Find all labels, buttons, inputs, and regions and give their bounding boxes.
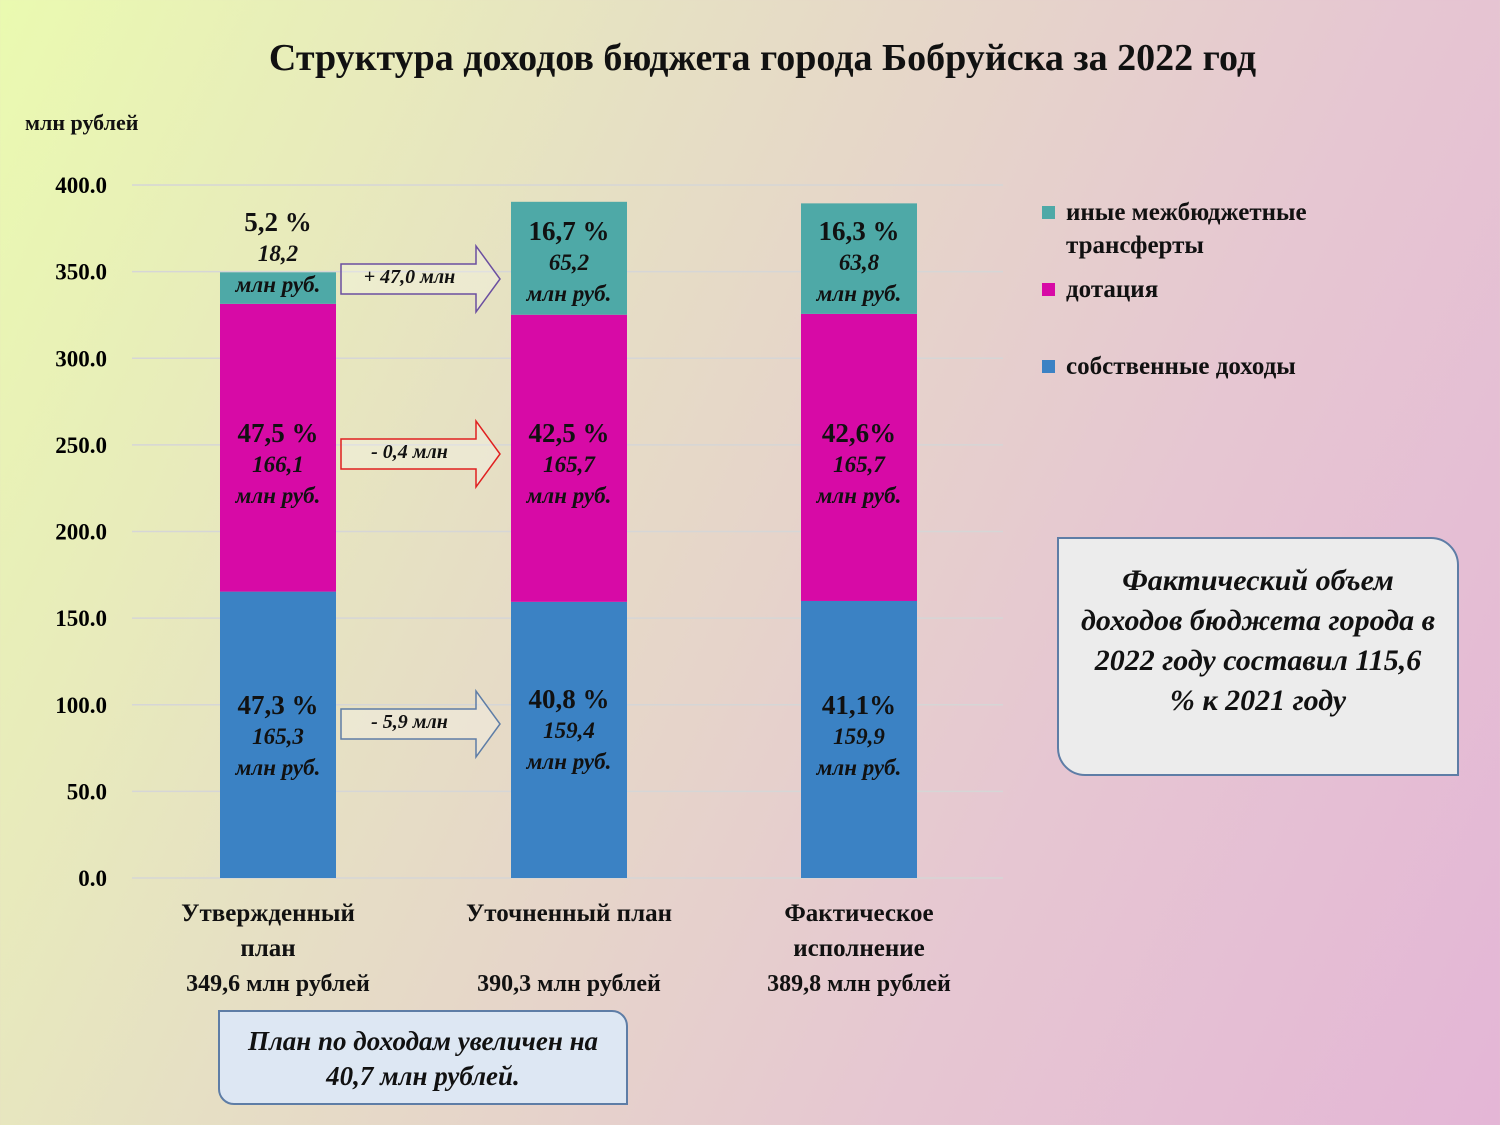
legend-label-transfers: иные межбюджетные трансферты [1066,199,1307,259]
data-label-own-income-2: 40,8 % 159,4 млн руб. [489,684,649,777]
x-category-total-2: 390,3 млн рублей [477,971,661,997]
data-label-percent: 16,7 % [528,216,610,246]
bar-own-income-1 [220,591,336,878]
y-tick-label: 100.0 [55,693,107,718]
legend-swatch-transfers [1042,206,1055,219]
data-label-percent: 42,6% [821,418,897,448]
data-label-value: 159,4 [543,718,595,743]
data-label-subsidy-2: 42,5 % 165,7 млн руб. [489,418,649,511]
bar-subsidy-3 [801,313,917,601]
data-label-unit: млн руб. [235,272,321,297]
data-label-subsidy-3: 42,6% 165,7 млн руб. [779,418,939,511]
data-label-unit: млн руб. [235,483,321,508]
data-label-value: 63,8 [838,250,880,275]
data-label-percent: 47,5 % [237,418,319,448]
change-arrow-label-2: - 0,4 млн [371,441,448,463]
data-label-unit: млн руб. [526,749,612,774]
data-label-unit: млн руб. [526,483,612,508]
data-label-transfers-3: 16,3 % 63,8 млн руб. [779,216,939,309]
data-label-transfers-1: 5,2 % 18,2 млн руб. [198,207,358,300]
data-label-own-income-1: 47,3 % 165,3 млн руб. [198,690,358,783]
bar-transfers-3 [801,203,917,314]
plan-note-box: План по доходам увеличен на 40,7 млн руб… [218,1010,628,1105]
data-label-percent: 47,3 % [237,690,319,720]
data-label-percent: 40,8 % [528,684,610,714]
y-tick-label: 150.0 [55,606,107,631]
bar-transfers-1 [220,272,336,304]
data-label-percent: 41,1% [821,690,897,720]
data-label-unit: млн руб. [816,483,902,508]
data-label-value: 165,3 [252,724,304,749]
data-label-subsidy-1: 47,5 % 166,1 млн руб. [198,418,358,511]
legend-swatch-own-income [1042,360,1055,373]
data-label-value: 165,7 [833,452,885,477]
data-label-value: 18,2 [257,241,299,266]
bar-own-income-3 [801,600,917,878]
x-category-label-3: Фактическое исполнение [784,900,934,962]
data-label-value: 166,1 [252,452,304,477]
data-label-transfers-2: 16,7 % 65,2 млн руб. [489,216,649,309]
legend-label-own-income: собственные доходы [1066,353,1296,380]
change-arrow-3 [340,688,501,760]
y-tick-label: 400.0 [55,173,107,198]
y-tick-label: 200.0 [55,520,107,545]
bar-subsidy-1 [220,303,336,592]
change-arrow-label-1: + 47,0 млн [363,266,456,288]
data-label-unit: млн руб. [816,281,902,306]
data-label-unit: млн руб. [816,755,902,780]
y-axis-label: млн рублей [25,110,139,135]
callout-box: Фактический объем доходов бюджета города… [1057,537,1459,776]
data-label-own-income-3: 41,1% 159,9 млн руб. [779,690,939,783]
data-label-value: 165,7 [543,452,595,477]
data-label-percent: 16,3 % [818,216,900,246]
bar-subsidy-2 [511,314,627,602]
data-label-percent: 42,5 % [528,418,610,448]
y-tick-label: 250.0 [55,433,107,458]
chart-title: Структура доходов бюджета города Бобруйс… [268,37,1257,79]
data-label-value: 65,2 [548,250,590,275]
x-category-label-2: Уточненный план [465,900,673,927]
legend-label-subsidy: дотация [1066,276,1159,303]
x-category-total-3: 389,8 млн рублей [767,971,951,997]
change-arrow-label-3: - 5,9 млн [371,711,448,733]
y-tick-label: 0.0 [78,866,107,891]
y-tick-label: 50.0 [67,779,107,804]
data-label-percent: 5,2 % [244,207,312,237]
data-label-unit: млн руб. [235,755,321,780]
data-label-value: 159,9 [833,724,885,749]
change-arrow-2 [340,418,501,490]
bar-transfers-2 [511,201,627,315]
y-tick-label: 350.0 [55,260,107,285]
x-category-total-1: 349,6 млн рублей [186,971,370,997]
change-arrow-1 [340,243,501,315]
x-category-label-1: Утвержденный план [181,900,355,962]
y-tick-label: 300.0 [55,346,107,371]
data-label-unit: млн руб. [526,281,612,306]
bar-own-income-2 [511,601,627,878]
legend-swatch-subsidy [1042,283,1055,296]
